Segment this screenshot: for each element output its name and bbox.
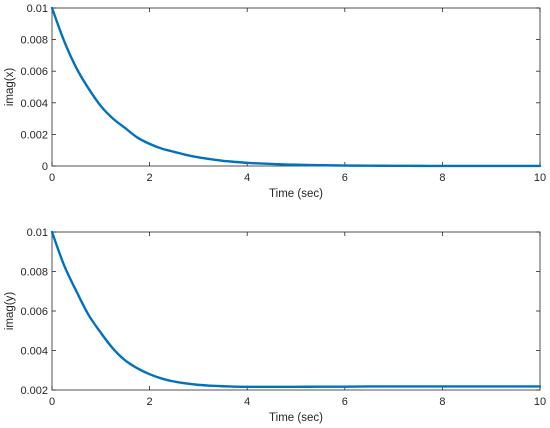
x-tick-label: 6 — [342, 396, 348, 408]
x-tick-label: 2 — [147, 396, 153, 408]
y-tick-label: 0.01 — [27, 3, 48, 15]
x-tick-label: 8 — [439, 396, 445, 408]
chart-panel-2: 0 2 4 6 8 10 0.002 0.004 0.006 0.008 0.01 Time (sec… — [4, 227, 546, 424]
y-tick-label: 0.008 — [20, 35, 48, 47]
x-tick-label: 6 — [342, 172, 348, 184]
x-tick-label: 0 — [49, 396, 55, 408]
x-axis-label: Time (sec) — [269, 412, 323, 424]
x-tick-label: 0 — [49, 172, 55, 184]
y-tick-label: 0 — [42, 161, 48, 173]
x-tick-label: 4 — [244, 396, 250, 408]
x-tick-label: 8 — [439, 172, 445, 184]
y-tick-label: 0.004 — [20, 346, 48, 358]
x-tick-label: 2 — [147, 172, 153, 184]
chart-panel-1: 0 2 4 6 8 10 0 0.002 0.004 0.006 0.008 0.01 Time (se… — [4, 3, 546, 200]
x-tick-label: 4 — [244, 172, 250, 184]
x-axis-label: Time (sec) — [269, 188, 323, 200]
y-axis-label: imag(x) — [4, 68, 16, 107]
y-axis-label: imag(y) — [4, 292, 16, 331]
y-tick-label: 0.002 — [20, 129, 48, 141]
y-tick-label: 0.01 — [27, 227, 48, 239]
y-tick-label: 0.006 — [20, 306, 48, 318]
y-tick-label: 0.008 — [20, 267, 48, 279]
y-tick-label: 0.006 — [20, 66, 48, 78]
series-line-1 — [50, 6, 542, 168]
x-tick-label: 10 — [534, 172, 546, 184]
axes-box — [51, 7, 541, 167]
x-tick-label: 10 — [534, 396, 546, 408]
series-line-1 — [50, 230, 542, 389]
y-tick-label: 0.002 — [20, 385, 48, 397]
y-tick-label: 0.004 — [20, 98, 48, 110]
